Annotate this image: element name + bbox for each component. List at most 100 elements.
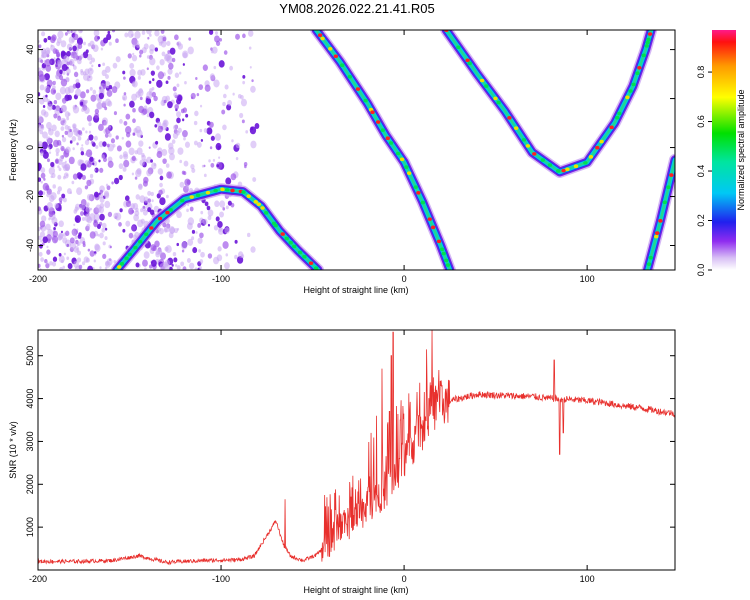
noise-blob [131, 33, 134, 37]
noise-blob [218, 156, 221, 159]
noise-blob [196, 93, 200, 97]
ridge-hotspot [644, 44, 649, 48]
noise-blob [99, 167, 104, 173]
noise-blob [66, 61, 70, 66]
noise-blob [98, 63, 101, 68]
noise-blob [68, 156, 75, 165]
ridge-hotspot [654, 234, 659, 239]
noise-blob [194, 110, 199, 117]
ridge-hotspot [666, 185, 671, 190]
noise-blob [105, 74, 109, 80]
noise-blob [130, 203, 136, 210]
noise-blob [53, 113, 58, 119]
noise-blob [42, 236, 48, 244]
noise-blob [61, 161, 67, 169]
ridge-hotspot [340, 63, 345, 68]
noise-blob [62, 70, 66, 75]
noise-blob [107, 160, 114, 168]
noise-blob [81, 261, 86, 266]
ridge-hotspot [647, 32, 653, 36]
noise-blob [199, 259, 204, 264]
bottom-y-tick-label: 2000 [25, 474, 35, 494]
noise-blob [213, 256, 220, 265]
noise-blob [40, 172, 46, 179]
ridge-hotspot [467, 61, 472, 66]
noise-blob [176, 211, 182, 219]
noise-blob [118, 174, 123, 181]
noise-blob [213, 65, 217, 70]
noise-blob [39, 97, 45, 105]
noise-blob [181, 241, 188, 250]
noise-blob [155, 140, 159, 145]
noise-blob [38, 177, 42, 182]
noise-blob [105, 98, 111, 107]
noise-blob [186, 208, 189, 213]
ridge-hotspot [648, 255, 653, 260]
noise-blob [123, 76, 126, 80]
noise-blob [235, 142, 241, 149]
noise-blob [209, 73, 215, 80]
noise-blob [158, 189, 163, 196]
noise-blob [182, 63, 185, 66]
noise-blob [189, 262, 195, 270]
noise-blob [167, 50, 171, 54]
noise-blob [76, 187, 83, 195]
noise-blob [165, 245, 172, 254]
noise-blob [112, 62, 118, 69]
noise-blob [67, 85, 75, 94]
noise-blob [81, 217, 86, 221]
ridge-hotspot [635, 71, 640, 76]
noise-blob [154, 240, 160, 248]
noise-blob [92, 162, 95, 166]
ridge-hotspot [256, 202, 261, 207]
noise-blob [72, 147, 75, 151]
noise-blob [160, 252, 166, 260]
ridge-hotspot [399, 157, 405, 162]
noise-blob [72, 173, 78, 180]
noise-blob [38, 73, 45, 82]
noise-blob [73, 71, 79, 78]
noise-blob [167, 68, 173, 75]
noise-blob [166, 171, 172, 179]
noise-blob [57, 30, 64, 39]
noise-blob [62, 265, 66, 269]
noise-blob [169, 227, 176, 234]
noise-blob [73, 33, 79, 41]
top-y-tick-label: -40 [25, 239, 35, 252]
noise-blob [70, 30, 73, 34]
noise-blob [71, 135, 77, 142]
noise-blob [149, 209, 155, 216]
noise-blob [232, 92, 235, 96]
ridge-hotspot [284, 236, 289, 241]
noise-blob [227, 99, 232, 106]
noise-blob [208, 30, 214, 35]
noise-blob [56, 190, 61, 195]
bottom-y-tick-label: 4000 [25, 389, 35, 409]
noise-blob [78, 232, 82, 237]
noise-blob [250, 246, 256, 253]
bottom-x-tick-label: 100 [580, 574, 595, 584]
noise-blob [102, 141, 107, 147]
noise-blob [55, 159, 59, 164]
noise-blob [138, 140, 144, 147]
noise-blob [41, 141, 48, 150]
noise-blob [145, 97, 152, 105]
noise-blob [84, 185, 88, 190]
noise-blob [48, 146, 51, 150]
noise-blob [169, 266, 173, 270]
noise-blob [97, 233, 100, 237]
noise-blob [97, 97, 102, 104]
noise-blob [219, 37, 223, 42]
noise-blob [197, 237, 203, 244]
noise-blob [214, 200, 220, 208]
noise-blob [79, 203, 86, 211]
noise-blob [180, 261, 185, 267]
noise-blob [80, 146, 84, 152]
ridge-hotspot [220, 187, 225, 192]
noise-blob [44, 85, 51, 93]
ridge-hotspot [370, 110, 375, 115]
noise-blob [40, 239, 43, 243]
noise-blob [89, 231, 96, 239]
noise-blob [203, 128, 208, 133]
